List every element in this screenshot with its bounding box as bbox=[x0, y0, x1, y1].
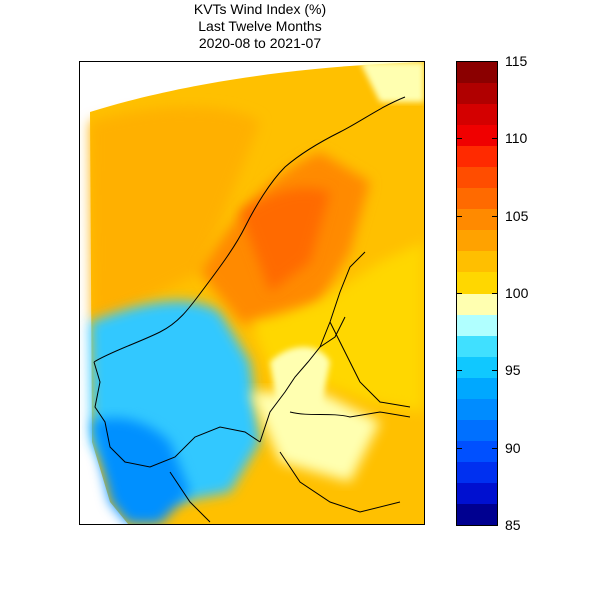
colorbar-tick-label: 115 bbox=[505, 53, 528, 69]
map-canvas bbox=[80, 62, 424, 524]
bothnia-top bbox=[319, 316, 346, 348]
colorbar-tick bbox=[492, 448, 498, 449]
norway-west-coast bbox=[93, 96, 406, 363]
map-title-line-3: 2020-08 to 2021-07 bbox=[198, 35, 322, 51]
baltic-field bbox=[250, 392, 380, 482]
colorbar-tick-label: 110 bbox=[505, 130, 528, 147]
colorbar-tick bbox=[456, 138, 462, 139]
colorbar-tick-label: 95 bbox=[505, 362, 521, 379]
data-domain bbox=[90, 62, 424, 524]
colorbar-segment bbox=[457, 188, 497, 209]
colorbar-tick bbox=[456, 216, 462, 217]
colorbar-tick bbox=[456, 293, 462, 294]
colorbar-tick bbox=[456, 448, 462, 449]
colorbar-segment bbox=[457, 357, 497, 378]
colorbar-segment bbox=[457, 483, 497, 504]
colorbar-tick bbox=[492, 525, 498, 526]
colorbar-segment bbox=[457, 336, 497, 357]
colorbar-tick-label: 100 bbox=[505, 285, 529, 301]
colorbar-segment bbox=[457, 62, 497, 83]
norwegian-sea-field bbox=[90, 107, 260, 322]
colorbar-segment bbox=[457, 209, 497, 230]
coastline bbox=[93, 96, 411, 523]
colorbar bbox=[456, 61, 498, 526]
colorbar-tick bbox=[456, 370, 462, 371]
colorbar-tick bbox=[492, 370, 498, 371]
colorbar-tick-label: 85 bbox=[505, 517, 521, 533]
colorbar-segment bbox=[457, 230, 497, 251]
colorbar-segment bbox=[457, 125, 497, 146]
colorbar-segment bbox=[457, 272, 497, 294]
map-title-line-2: Last Twelve Months bbox=[198, 18, 322, 34]
colorbar-segment bbox=[457, 420, 497, 441]
denmark-coast bbox=[169, 471, 211, 523]
arctic-field bbox=[360, 62, 424, 102]
colorbar-tick bbox=[456, 525, 462, 526]
norway-south-coast bbox=[93, 361, 261, 468]
colorbar-segment bbox=[457, 504, 497, 525]
colorbar-segment bbox=[457, 399, 497, 420]
mountain-high-field bbox=[240, 188, 330, 292]
colorbar-tick bbox=[492, 216, 498, 217]
colorbar-segment bbox=[457, 251, 497, 272]
wind-index-map bbox=[79, 61, 425, 525]
map-title-line-1: KVTs Wind Index (%) bbox=[193, 1, 327, 17]
colorbar-segment bbox=[457, 146, 497, 167]
colorbar-segment bbox=[457, 294, 497, 315]
colorbar-segment bbox=[457, 315, 497, 336]
colorbar-segment bbox=[457, 378, 497, 399]
sweden-east-coast bbox=[259, 251, 366, 443]
colorbar-tick bbox=[492, 293, 498, 294]
finland-coast bbox=[329, 321, 411, 408]
colorbar-tick-label: 105 bbox=[505, 207, 529, 224]
colorbar-tick bbox=[492, 61, 498, 62]
colorbar-segment bbox=[457, 441, 497, 462]
colorbar-tick bbox=[456, 61, 462, 62]
colorbar-segment bbox=[457, 167, 497, 188]
southwest-coast-field bbox=[92, 418, 190, 524]
colorbar-segment bbox=[457, 462, 497, 483]
colorbar-segment bbox=[457, 83, 497, 104]
colorbar-segment bbox=[457, 104, 497, 125]
colorbar-tick bbox=[492, 138, 498, 139]
colorbar-tick-label: 90 bbox=[505, 439, 521, 456]
gulf-of-finland bbox=[289, 411, 411, 418]
baltic-south-coast bbox=[279, 451, 401, 513]
